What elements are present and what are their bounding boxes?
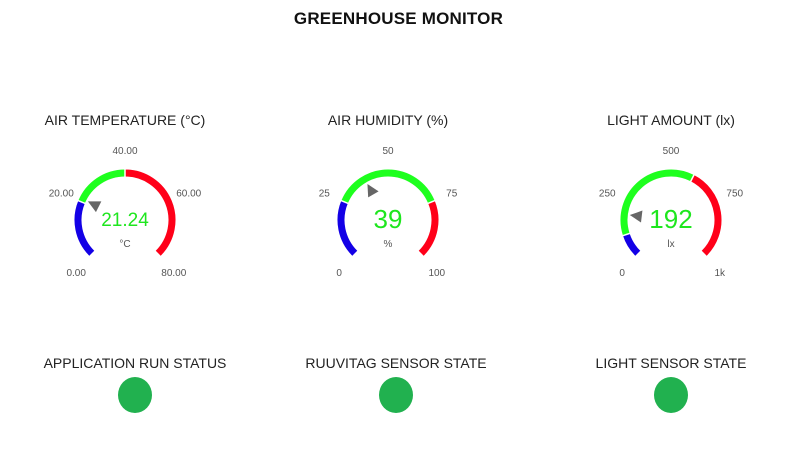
gauge-segment-divider — [340, 199, 350, 205]
gauge-segment-ok — [620, 169, 694, 236]
gauge-segment-divider — [426, 199, 436, 205]
gauge-segment-high — [690, 175, 722, 256]
gauge-tick-label: 0 — [619, 268, 625, 278]
status-title: RUUVITAG SENSOR STATE — [305, 355, 487, 371]
gauge-unit: °C — [119, 239, 130, 250]
status-led-icon — [118, 377, 152, 413]
gauge-tick-label: 75 — [446, 189, 458, 200]
status-title: APPLICATION RUN STATUS — [43, 355, 227, 371]
gauge-tick-label: 20.00 — [49, 189, 74, 200]
gauge-tick-label: 750 — [726, 189, 743, 200]
gauge-tick-label: 60.00 — [176, 189, 201, 200]
status-light-sensor: LIGHT SENSOR STATE — [551, 355, 791, 425]
gauge-tick-label: 50 — [382, 146, 394, 157]
gauge-title: LIGHT AMOUNT (lx) — [607, 112, 735, 128]
gauge-segment-high — [418, 200, 439, 256]
gauge-segment-high — [124, 169, 176, 256]
gauge-air-humidity: AIR HUMIDITY (%) 0 25 50 75 100 39% — [258, 112, 518, 282]
gauge-dial: 0 25 50 75 100 39% — [319, 146, 458, 278]
gauge-value: 21.24 — [101, 210, 149, 231]
gauge-tick-label: 100 — [428, 268, 445, 278]
gauge-title: AIR HUMIDITY (%) — [327, 112, 449, 128]
gauge-air-temperature: AIR TEMPERATURE (°C) 0.00 20.00 40.00 60.00… — [0, 112, 255, 282]
gauge-segment-low — [74, 200, 95, 256]
gauge-segment-divider — [621, 232, 631, 237]
gauge-tick-label: 500 — [663, 146, 680, 157]
gauge-tick-label: 0.00 — [66, 268, 86, 278]
gauge-unit: lx — [667, 239, 674, 250]
page-title: GREENHOUSE MONITOR — [293, 9, 504, 28]
gauge-unit: % — [384, 239, 393, 250]
gauge-value: 192 — [649, 204, 692, 234]
status-title: LIGHT SENSOR STATE — [595, 355, 747, 371]
status-ruuvitag-sensor: RUUVITAG SENSOR STATE — [276, 355, 516, 425]
gauge-dial: 0 250 500 750 1k 192 lx — [599, 146, 744, 278]
status-led-icon — [379, 377, 413, 413]
gauge-segment-divider — [77, 199, 87, 205]
gauge-tick-label: 25 — [319, 189, 331, 200]
gauge-tick-label: 1k — [715, 268, 727, 278]
gauge-tick-label: 80.00 — [161, 268, 186, 278]
gauge-segment-low — [622, 233, 641, 256]
gauge-tick-label: 250 — [599, 189, 616, 200]
gauge-segment-low — [337, 200, 358, 256]
gauge-title: AIR TEMPERATURE (°C) — [44, 112, 206, 128]
status-application-run: APPLICATION RUN STATUS — [15, 355, 255, 425]
gauge-needle-icon — [87, 201, 102, 213]
gauge-tick-label: 0 — [336, 268, 342, 278]
gauge-dial: 0.00 20.00 40.00 60.00 80.00 21.24 °C — [49, 146, 202, 278]
gauge-light-amount: LIGHT AMOUNT (lx) 0 250 500 750 1k 192 lx — [541, 112, 797, 282]
gauge-tick-label: 40.00 — [112, 146, 137, 157]
gauge-segment-ok — [78, 169, 126, 204]
gauge-needle-icon — [367, 183, 379, 198]
gauge-segment-ok — [341, 169, 435, 204]
status-led-icon — [654, 377, 688, 413]
gauge-needle-icon — [629, 210, 643, 223]
gauge-segment-divider — [689, 173, 696, 183]
gauge-value: 39 — [374, 204, 403, 234]
